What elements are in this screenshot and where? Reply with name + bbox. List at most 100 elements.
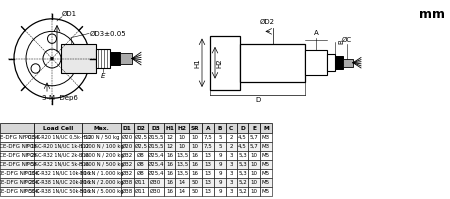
Text: 13,5: 13,5 (176, 162, 189, 167)
Text: Ø38: Ø38 (122, 188, 133, 194)
Bar (226, 151, 237, 160)
Bar (260, 187, 272, 195)
Bar (148, 178, 164, 187)
Text: 13: 13 (204, 171, 212, 176)
Bar (0, 160, 34, 169)
Bar (34, 123, 82, 133)
Bar (189, 187, 202, 195)
Bar (189, 178, 202, 187)
Bar (343, 59, 353, 67)
Bar (148, 142, 164, 151)
Text: Ø30: Ø30 (150, 179, 161, 185)
Bar (260, 169, 272, 178)
Text: B: B (338, 39, 344, 44)
Bar (148, 133, 164, 142)
Bar (134, 123, 148, 133)
Bar (121, 187, 134, 195)
Bar (214, 142, 226, 151)
Text: 5,7: 5,7 (250, 135, 259, 140)
Bar (0, 187, 34, 195)
Text: M5: M5 (262, 171, 270, 176)
Text: PCE-C-R32 1N/UC 5k-H16: PCE-C-R32 1N/UC 5k-H16 (27, 162, 89, 167)
Text: 50: 50 (192, 188, 199, 194)
Bar (214, 151, 226, 160)
Text: Ø25,4: Ø25,4 (148, 171, 164, 176)
Text: 14: 14 (179, 188, 186, 194)
Bar (214, 178, 226, 187)
Bar (202, 187, 214, 195)
Bar (82, 151, 121, 160)
Bar (214, 160, 226, 169)
Bar (260, 160, 272, 169)
Bar (210, 36, 240, 90)
Bar (189, 133, 202, 142)
Bar (0, 178, 34, 187)
Bar (202, 169, 214, 178)
Bar (202, 142, 214, 151)
Bar (202, 133, 214, 142)
Text: 50 kN / 5.000 kg: 50 kN / 5.000 kg (80, 188, 123, 194)
Text: PCE-C-R38 1N/UC 20k-H16: PCE-C-R38 1N/UC 20k-H16 (26, 179, 90, 185)
Text: D1: D1 (123, 126, 132, 131)
Text: 4,5: 4,5 (238, 135, 247, 140)
Text: 16: 16 (166, 162, 173, 167)
Text: 500 N / 50 kg: 500 N / 50 kg (84, 135, 119, 140)
Text: 5,3: 5,3 (238, 162, 247, 167)
Text: M3: M3 (262, 135, 270, 140)
Text: ØD3±0.05: ØD3±0.05 (90, 30, 126, 36)
Text: mm: mm (419, 8, 445, 21)
Text: 13,5: 13,5 (176, 153, 189, 158)
Text: M3: M3 (262, 144, 270, 149)
Text: 2: 2 (230, 135, 233, 140)
Text: 12: 12 (166, 144, 173, 149)
Text: 2.000 N / 200 kg: 2.000 N / 200 kg (80, 153, 123, 158)
Bar (34, 133, 82, 142)
Text: PCE-DFG NF 0,5K: PCE-DFG NF 0,5K (0, 135, 40, 140)
Text: 5,3: 5,3 (238, 171, 247, 176)
Bar (134, 133, 148, 142)
Bar (335, 57, 343, 69)
Text: 5.000 N / 500 kg: 5.000 N / 500 kg (80, 162, 123, 167)
Text: Ø25,4: Ø25,4 (148, 153, 164, 158)
Bar (226, 187, 237, 195)
Text: A: A (206, 126, 210, 131)
Bar (248, 178, 260, 187)
Text: 16: 16 (166, 188, 173, 194)
Bar (121, 123, 134, 133)
Bar (148, 160, 164, 169)
Text: D: D (240, 126, 245, 131)
Text: Ø32: Ø32 (122, 162, 133, 167)
Bar (134, 151, 148, 160)
Bar (237, 169, 248, 178)
Bar (202, 123, 214, 133)
Text: 3-M  Dep6: 3-M Dep6 (42, 95, 78, 101)
Text: 3: 3 (230, 188, 233, 194)
Bar (248, 160, 260, 169)
Bar (121, 151, 134, 160)
Bar (226, 169, 237, 178)
Bar (189, 151, 202, 160)
Bar (189, 123, 202, 133)
Bar (214, 133, 226, 142)
Text: 7,5: 7,5 (203, 135, 212, 140)
Text: ØD1: ØD1 (62, 11, 77, 17)
Bar (148, 123, 164, 133)
Bar (121, 169, 134, 178)
Bar (34, 151, 82, 160)
Bar (148, 151, 164, 160)
Bar (164, 133, 176, 142)
Bar (82, 187, 121, 195)
Bar (260, 178, 272, 187)
Bar (237, 160, 248, 169)
Text: Ø8: Ø8 (137, 162, 145, 167)
Text: 50: 50 (192, 179, 199, 185)
Bar (260, 142, 272, 151)
Text: 16: 16 (166, 179, 173, 185)
Text: Ø25,4: Ø25,4 (148, 162, 164, 167)
Text: M5: M5 (262, 179, 270, 185)
Text: PCE-DFG NF 1K: PCE-DFG NF 1K (0, 144, 38, 149)
Text: M5: M5 (262, 153, 270, 158)
Text: 3: 3 (230, 179, 233, 185)
Bar (121, 142, 134, 151)
Bar (260, 123, 272, 133)
